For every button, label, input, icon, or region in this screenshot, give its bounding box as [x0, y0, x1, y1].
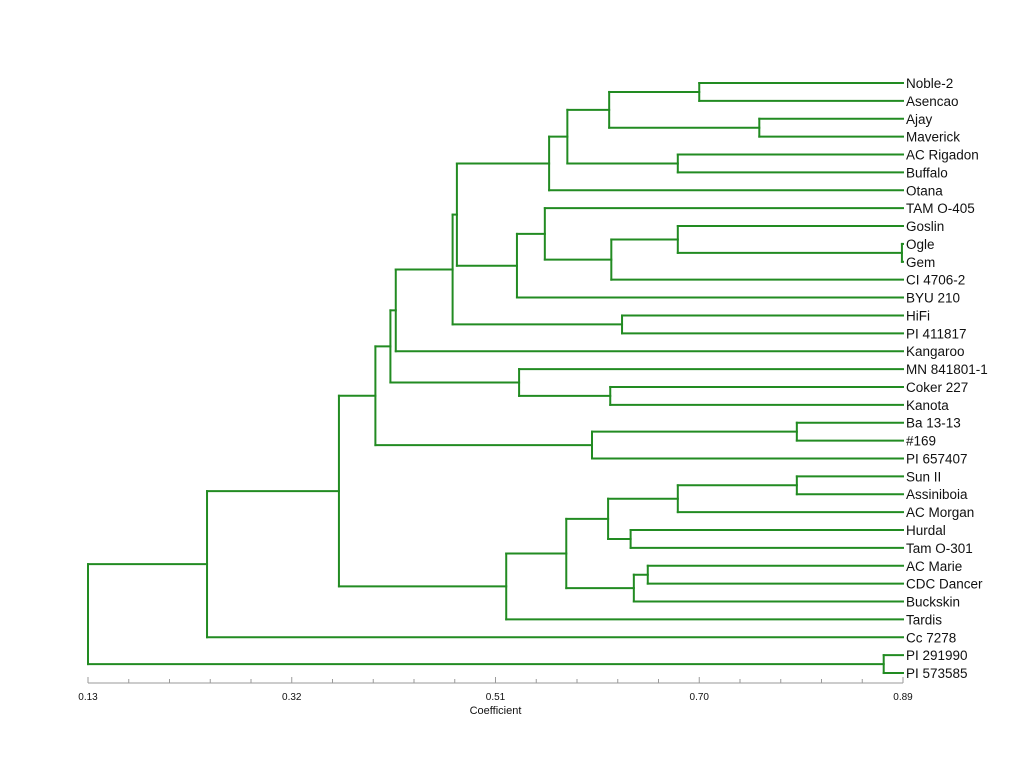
- leaf-label: MN 841801-1: [906, 362, 988, 377]
- leaf-label: Buckskin: [906, 595, 960, 610]
- tick-label: 0.51: [486, 692, 506, 703]
- minor-tick-group: [128, 679, 863, 683]
- tick-label: 0.13: [78, 692, 98, 703]
- leaf-label: Kangaroo: [906, 344, 965, 359]
- leaf-label: Tam O-301: [906, 541, 973, 556]
- major-tick-group: 0.13 0.32 0.51 0.70 0.89: [78, 677, 913, 703]
- leaf-label: HiFi: [906, 308, 930, 323]
- leaf-label: PI 657407: [906, 451, 968, 466]
- leaf-label: Goslin: [906, 219, 944, 234]
- leaf-label: Ba 13-13: [906, 416, 961, 431]
- leaf-label: Asencao: [906, 94, 959, 109]
- leaf-label: CI 4706-2: [906, 273, 965, 288]
- leaf-label: Gem: [906, 255, 935, 270]
- leaf-label: Cc 7278: [906, 630, 956, 645]
- leaf-label: PI 411817: [906, 326, 967, 341]
- axis-title: Coefficient: [470, 705, 522, 717]
- leaf-label: Kanota: [906, 398, 949, 413]
- leaf-label: Ogle: [906, 237, 935, 252]
- leaf-label: Buffalo: [906, 165, 948, 180]
- leaf-label: Otana: [906, 183, 943, 198]
- leaf-label: Tardis: [906, 612, 942, 627]
- leaf-label: Ajay: [906, 112, 933, 127]
- leaf-label: Assiniboia: [906, 487, 968, 502]
- tick-label: 0.32: [282, 692, 302, 703]
- leaf-label: PI 291990: [906, 648, 968, 663]
- leaf-label: AC Morgan: [906, 505, 974, 520]
- leaf-label: AC Rigadon: [906, 148, 979, 163]
- leaf-label: AC Marie: [906, 559, 962, 574]
- leaf-label: BYU 210: [906, 291, 960, 306]
- leaf-label: Sun II: [906, 469, 941, 484]
- branch-group: [87, 82, 904, 675]
- leaf-label: Hurdal: [906, 523, 946, 538]
- coefficient-axis: 0.13 0.32 0.51 0.70 0.89 Coefficient: [78, 677, 913, 717]
- leaf-label: Coker 227: [906, 380, 968, 395]
- leaf-label: PI 573585: [906, 666, 968, 681]
- leaf-label: Maverick: [906, 130, 960, 145]
- tick-label: 0.89: [893, 692, 913, 703]
- leaf-label-group: Noble-2 Asencao Ajay Maverick AC Rigadon Buff…: [906, 76, 988, 681]
- leaf-label: #169: [906, 434, 936, 449]
- leaf-label: CDC Dancer: [906, 577, 983, 592]
- leaf-label: Noble-2: [906, 76, 953, 91]
- tick-label: 0.70: [690, 692, 710, 703]
- leaf-label: TAM O-405: [906, 201, 975, 216]
